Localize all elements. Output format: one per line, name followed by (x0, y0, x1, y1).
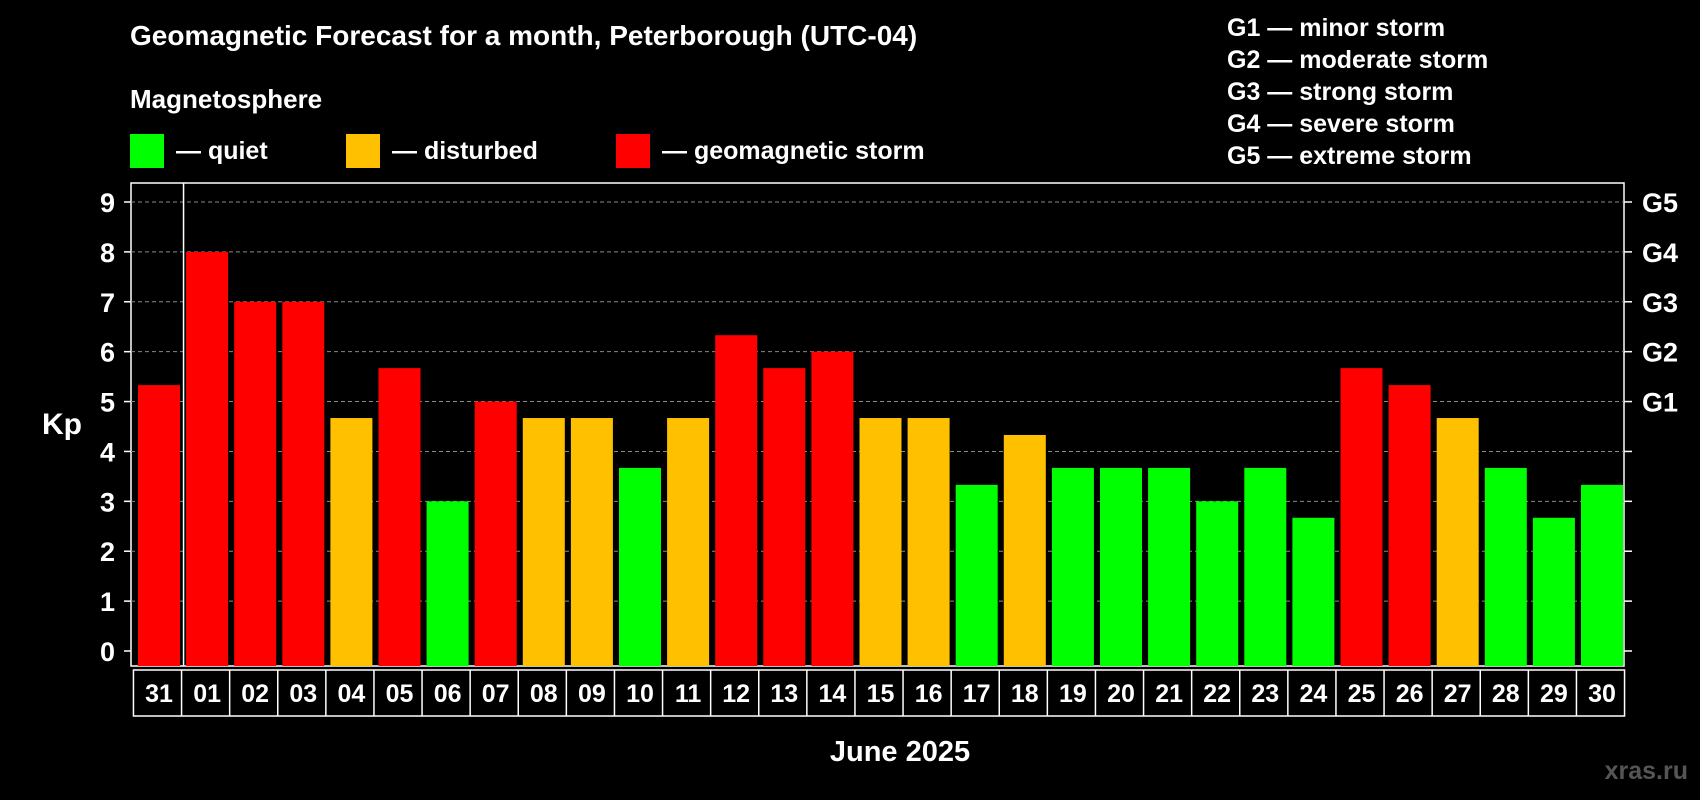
x-tick-label: 17 (963, 680, 991, 708)
y-tick-label: 8 (100, 238, 115, 268)
x-tick-label: 27 (1444, 680, 1472, 708)
bar-27 (1436, 418, 1479, 666)
x-tick-label: 26 (1396, 680, 1424, 708)
x-tick-label: 11 (675, 680, 702, 708)
bar-25 (1340, 368, 1383, 666)
bar-16 (907, 418, 950, 666)
x-tick-label: 16 (915, 680, 943, 708)
chart-title: Geomagnetic Forecast for a month, Peterb… (130, 20, 918, 51)
bar-04 (330, 418, 373, 666)
x-tick-label: 07 (482, 680, 510, 708)
x-tick-label: 18 (1011, 680, 1039, 708)
date-label-strip (132, 669, 1626, 717)
x-tick-label: 13 (770, 680, 798, 708)
bar-26 (1388, 385, 1431, 666)
g-legend-g2: G2 — moderate storm (1227, 46, 1489, 74)
watermark: xras.ru (1604, 757, 1688, 785)
y-tick-label: 3 (100, 487, 115, 517)
y-tick-label: 6 (100, 338, 115, 368)
g-scale-label: G4 (1642, 238, 1678, 268)
legend-quiet-swatch (130, 134, 164, 168)
x-tick-label: 20 (1107, 680, 1135, 708)
x-tick-label: 05 (386, 680, 414, 708)
g-scale-label: G1 (1642, 388, 1678, 418)
y-tick-label: 7 (100, 288, 115, 318)
x-tick-label: 23 (1251, 680, 1279, 708)
bar-17 (955, 484, 998, 666)
bar-29 (1532, 517, 1575, 666)
bar-15 (859, 418, 902, 666)
g-scale-label: G3 (1642, 288, 1678, 318)
x-tick-label: 03 (289, 680, 317, 708)
g-legend-g5: G5 — extreme storm (1227, 142, 1472, 170)
g-legend-g1: G1 — minor storm (1227, 14, 1446, 42)
bar-20 (1100, 467, 1142, 666)
legend-quiet: — quiet (130, 134, 268, 168)
g-scale-label: G2 (1642, 338, 1678, 368)
bar-11 (667, 418, 710, 666)
legend-storm-label: — geomagnetic storm (662, 136, 925, 165)
legend-disturbed: — disturbed (346, 134, 538, 168)
y-tick-label: 2 (100, 537, 115, 567)
x-tick-label: 31 (145, 680, 173, 708)
x-tick-label: 06 (434, 680, 462, 708)
bar-13 (763, 368, 806, 666)
x-tick-label: 28 (1492, 680, 1520, 708)
legend-disturbed-label: — disturbed (392, 136, 538, 165)
bar-19 (1051, 467, 1094, 666)
y-tick-label: 4 (100, 437, 115, 467)
legend-quiet-label: — quiet (176, 136, 268, 165)
g-scale-legend: G1 — minor storm G2 — moderate storm G3 … (1227, 12, 1488, 172)
x-tick-label: 09 (578, 680, 606, 708)
bar-09 (570, 418, 613, 666)
y-tick-label: 9 (100, 188, 115, 218)
legend-storm-swatch (616, 134, 650, 168)
x-tick-label: 12 (722, 680, 750, 708)
x-tick-label: 25 (1348, 680, 1376, 708)
bar-03 (282, 301, 325, 666)
x-tick-label: 24 (1299, 680, 1327, 708)
legend-subtitle: Magnetosphere (130, 84, 323, 114)
bar-14 (811, 351, 854, 666)
bar-24 (1292, 517, 1335, 666)
bar-06 (426, 501, 469, 666)
bar-07 (474, 401, 517, 666)
x-tick-label: 04 (337, 680, 365, 708)
g-legend-g3: G3 — strong storm (1227, 78, 1454, 106)
bar-18 (1003, 434, 1046, 666)
bar-01 (186, 251, 229, 666)
bar-02 (234, 301, 277, 666)
x-axis-label: June 2025 (829, 736, 971, 768)
legend-disturbed-swatch (346, 134, 380, 168)
bar-12 (715, 335, 758, 666)
x-tick-label: 21 (1155, 680, 1183, 708)
bar-28 (1484, 467, 1527, 666)
y-tick-label: 0 (100, 637, 115, 667)
y-tick-label: 5 (100, 388, 115, 418)
x-tick-label: 30 (1588, 680, 1616, 708)
x-tick-label: 02 (241, 680, 269, 708)
x-tick-label: 10 (626, 680, 654, 708)
bar-30 (1581, 484, 1623, 666)
bar-08 (522, 418, 565, 666)
x-tick-label: 19 (1059, 680, 1087, 708)
x-tick-label: 29 (1540, 680, 1568, 708)
x-tick-label: 01 (193, 680, 221, 708)
legend-storm: — geomagnetic storm (616, 134, 925, 168)
x-tick-label: 15 (867, 680, 895, 708)
bar-22 (1196, 501, 1239, 666)
x-tick-label: 14 (818, 680, 846, 708)
bar-10 (619, 467, 661, 666)
y-axis-label: Kp (42, 408, 82, 441)
y-tick-label: 1 (100, 587, 115, 617)
bar-23 (1244, 467, 1287, 666)
x-tick-label: 22 (1203, 680, 1231, 708)
bar-31 (138, 385, 180, 666)
bar-05 (378, 368, 421, 666)
g-scale-label: G5 (1642, 188, 1678, 218)
bar-21 (1148, 467, 1191, 666)
g-legend-g4: G4 — severe storm (1227, 110, 1455, 138)
x-tick-label: 08 (530, 680, 558, 708)
